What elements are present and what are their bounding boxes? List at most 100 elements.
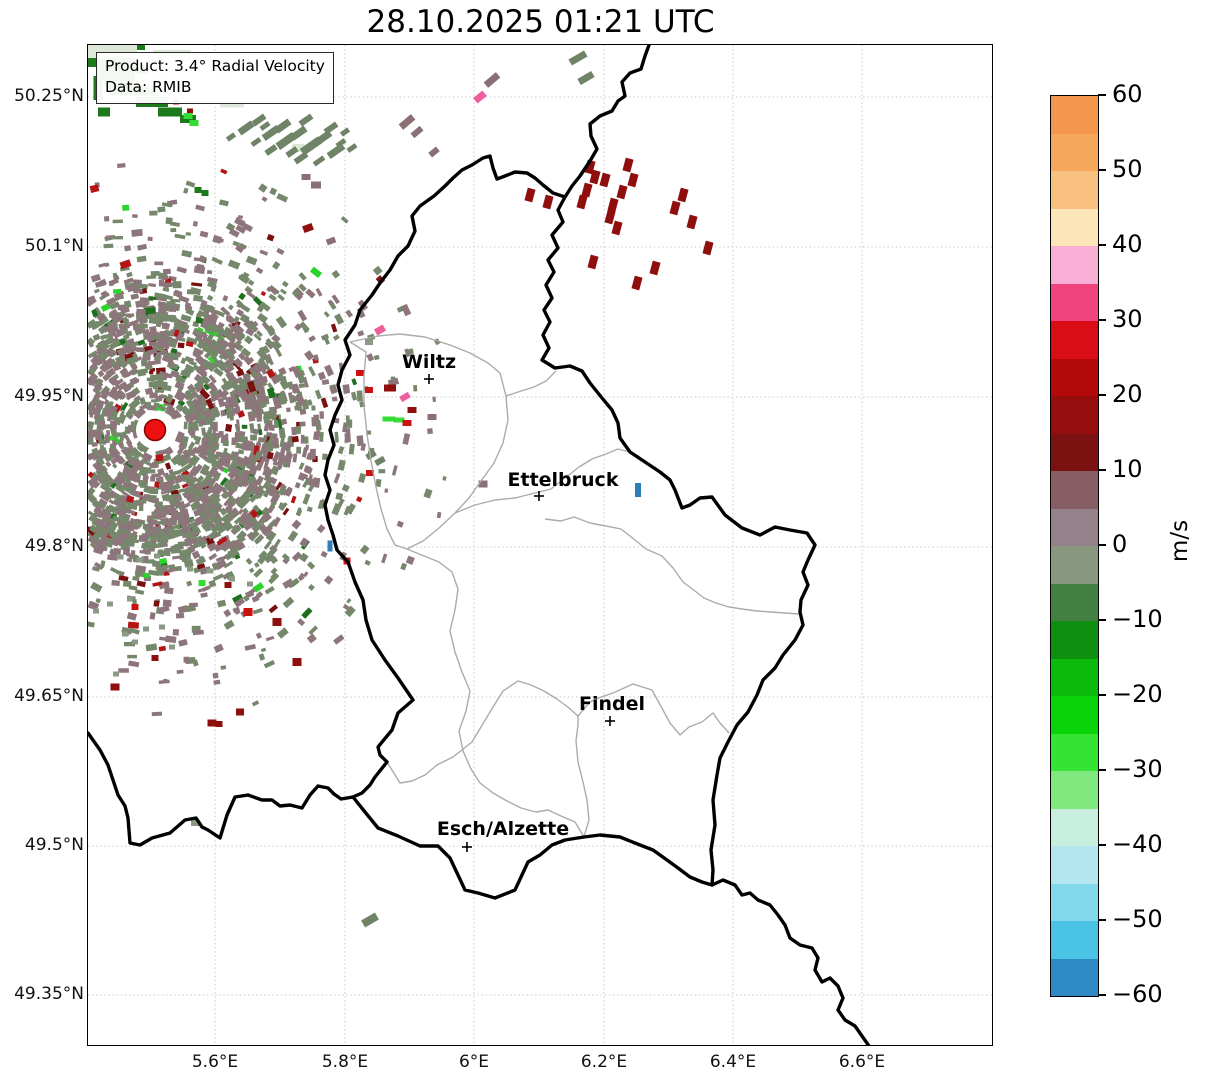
radar-clutter-cell <box>88 510 98 519</box>
colorbar-tick-label: −10 <box>1112 605 1163 633</box>
radar-clutter-cell <box>153 600 160 607</box>
radar-clutter-cell <box>366 353 375 362</box>
radar-echo <box>627 172 639 188</box>
radar-clutter-cell <box>272 460 279 466</box>
radar-clutter-cell <box>231 407 240 415</box>
radar-clutter-cell <box>223 521 234 532</box>
radar-clutter-cell <box>233 607 241 615</box>
x-axis-tick-label: 6.6°E <box>838 1052 886 1072</box>
radar-clutter-cell <box>226 371 236 381</box>
radar-clutter-cell <box>270 413 277 421</box>
radar-echo <box>272 618 282 626</box>
radar-clutter-cell <box>118 391 127 400</box>
radar-echo <box>702 240 714 256</box>
radar-clutter-cell <box>116 163 126 169</box>
radar-clutter-cell <box>109 549 118 558</box>
radar-clutter-cell <box>220 665 227 670</box>
colorbar-band <box>1051 621 1098 659</box>
radar-clutter-cell <box>309 266 323 278</box>
radar-echo <box>483 72 501 88</box>
radar-clutter-cell <box>152 581 163 587</box>
radar-clutter-cell <box>122 383 132 393</box>
radar-clutter-cell <box>109 324 118 334</box>
radar-clutter-cell <box>248 464 259 476</box>
radar-echo <box>225 132 237 142</box>
radar-clutter-cell <box>245 255 258 266</box>
radar-clutter-cell <box>315 287 323 297</box>
radar-clutter-cell <box>96 312 107 323</box>
radar-clutter-cell <box>442 476 447 481</box>
radar-clutter-cell <box>104 216 110 222</box>
radar-clutter-cell <box>230 474 242 487</box>
radar-clutter-cell <box>252 363 263 374</box>
radar-clutter-cell <box>175 403 185 412</box>
radar-clutter-cell <box>238 274 244 280</box>
radar-clutter-cell <box>142 532 149 538</box>
radar-clutter-cell <box>152 533 164 540</box>
radar-echo <box>686 214 698 230</box>
radar-clutter-cell <box>249 509 259 519</box>
radar-clutter-cell <box>157 301 167 308</box>
radar-clutter-cell <box>167 529 177 538</box>
radar-clutter-cell <box>334 313 345 325</box>
colorbar-band <box>1051 771 1098 809</box>
region-boundary <box>349 333 509 550</box>
colorbar-band <box>1051 321 1098 359</box>
radar-clutter-cell <box>139 484 147 489</box>
radar-clutter-cell <box>162 268 171 275</box>
radar-clutter-cell <box>298 283 307 292</box>
radar-clutter-cell <box>175 612 185 619</box>
radar-echo <box>402 420 412 426</box>
radar-clutter-cell <box>193 485 205 497</box>
radar-clutter-cell <box>247 322 257 331</box>
radar-clutter-cell <box>196 340 205 350</box>
radar-clutter-cell <box>100 334 107 341</box>
radar-clutter-cell <box>104 357 115 367</box>
product-annotation: Product: 3.4° Radial Velocity Data: RMIB <box>96 52 334 104</box>
radar-echo <box>524 187 536 203</box>
radar-clutter-cell <box>96 453 105 466</box>
radar-clutter-cell <box>137 368 149 376</box>
radar-clutter-cell <box>243 335 254 345</box>
radar-clutter-cell <box>201 359 215 371</box>
radar-clutter-cell <box>305 288 316 299</box>
radar-clutter-cell <box>138 315 146 323</box>
y-axis-tick-label: 50.25°N <box>14 86 84 106</box>
radar-clutter-cell <box>150 514 156 519</box>
radar-clutter-cell <box>158 645 167 652</box>
radar-clutter-cell <box>112 439 118 446</box>
radar-clutter-cell <box>186 477 196 486</box>
radar-clutter-cell <box>148 498 157 504</box>
radar-clutter-cell <box>93 561 104 570</box>
radar-clutter-cell <box>88 372 99 385</box>
radar-clutter-cell <box>154 511 166 519</box>
radar-clutter-cell <box>266 432 273 437</box>
radar-clutter-cell <box>211 469 219 478</box>
radar-clutter-cell <box>121 504 129 512</box>
radar-clutter-cell <box>238 511 249 523</box>
radar-clutter-cell <box>100 508 107 515</box>
radar-clutter-cell <box>88 318 97 329</box>
radar-clutter-cell <box>160 489 169 495</box>
radar-clutter-cell <box>301 324 309 334</box>
radar-clutter-cell <box>302 493 311 505</box>
radar-clutter-cell <box>436 511 442 519</box>
radar-clutter-cell <box>112 219 123 224</box>
radar-clutter-cell <box>185 308 195 316</box>
radar-clutter-cell <box>258 429 263 436</box>
radar-clutter-cell <box>306 633 317 644</box>
radar-clutter-cell <box>161 384 172 392</box>
radar-clutter-cell <box>212 421 218 432</box>
radar-clutter-cell <box>142 572 151 579</box>
radar-clutter-cell <box>372 265 383 276</box>
radar-clutter-cell <box>173 329 180 337</box>
radar-clutter-cell <box>381 553 388 564</box>
radar-clutter-cell <box>188 454 201 467</box>
radar-clutter-cell <box>266 547 277 559</box>
radar-clutter-cell <box>130 363 137 370</box>
radar-clutter-cell <box>337 459 346 471</box>
radar-clutter-cell <box>100 290 109 299</box>
radar-clutter-cell <box>241 389 250 400</box>
radar-clutter-cell <box>107 489 117 499</box>
radar-clutter-cell <box>263 540 272 550</box>
